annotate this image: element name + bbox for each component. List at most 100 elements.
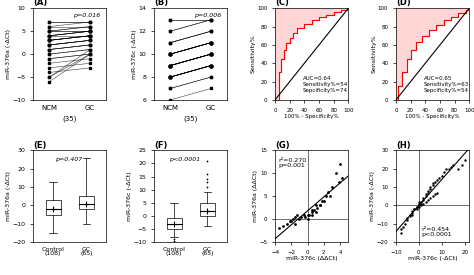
Bar <box>46 200 61 214</box>
Point <box>297 214 305 219</box>
Point <box>410 207 418 211</box>
Text: p=0.006: p=0.006 <box>194 13 222 18</box>
Point <box>443 166 450 171</box>
Text: (E): (E) <box>33 141 46 150</box>
Point <box>327 194 334 198</box>
Point <box>447 165 455 169</box>
Text: p=0.407: p=0.407 <box>55 157 82 162</box>
Text: (H): (H) <box>396 141 410 150</box>
Point <box>296 217 303 221</box>
Y-axis label: Sensitivity%: Sensitivity% <box>372 35 376 73</box>
Point <box>431 179 439 184</box>
Point <box>335 180 342 185</box>
Point <box>449 163 457 167</box>
Point <box>424 190 432 195</box>
Point <box>292 214 299 219</box>
Y-axis label: miR-376a (-ΔCt): miR-376a (-ΔCt) <box>370 171 375 221</box>
Point <box>308 210 316 214</box>
Point <box>312 210 319 214</box>
Y-axis label: miR-376a (ΔΔCt): miR-376a (ΔΔCt) <box>253 170 258 222</box>
Point <box>316 203 324 208</box>
X-axis label: miR-376c (ΔΔCt): miR-376c (ΔΔCt) <box>286 256 337 261</box>
Point <box>397 231 404 235</box>
Point <box>415 201 423 206</box>
Bar <box>166 218 182 229</box>
Point <box>406 212 413 217</box>
Point <box>429 181 437 186</box>
Point <box>293 212 301 217</box>
Point <box>427 185 434 189</box>
Point <box>312 203 319 208</box>
Text: (35): (35) <box>183 115 198 122</box>
Point <box>337 162 344 166</box>
Point <box>429 194 437 198</box>
Point <box>419 201 427 206</box>
Point <box>429 183 437 187</box>
Point <box>438 174 446 178</box>
Text: (B): (B) <box>154 0 168 7</box>
Point <box>289 217 297 221</box>
X-axis label: 100% - Specificity%: 100% - Specificity% <box>284 114 339 119</box>
Point <box>399 225 407 230</box>
Point <box>415 203 423 208</box>
Y-axis label: miR-376c (-ΔCt): miR-376c (-ΔCt) <box>127 171 132 221</box>
Point <box>288 219 295 224</box>
Point <box>419 198 427 202</box>
Point <box>410 207 418 211</box>
Point <box>436 176 443 180</box>
Point <box>308 212 316 217</box>
Point <box>275 226 283 230</box>
Text: (35): (35) <box>63 115 77 122</box>
Point <box>408 209 416 213</box>
Point <box>418 203 425 208</box>
Text: (A): (A) <box>33 0 47 7</box>
Text: AUC=0.64
Sensitivity%=54
Sepcificity%=74: AUC=0.64 Sensitivity%=54 Sepcificity%=74 <box>303 76 348 93</box>
Text: AUC=0.65
Sensitivity%=63
Sepcificity%=54: AUC=0.65 Sensitivity%=63 Sepcificity%=54 <box>424 76 469 93</box>
Point <box>397 227 404 231</box>
Point <box>415 205 423 209</box>
Point <box>328 185 336 189</box>
Text: p<0.0001: p<0.0001 <box>169 157 200 162</box>
Point <box>445 166 453 171</box>
Point <box>419 196 427 200</box>
Point <box>408 210 416 215</box>
Point <box>418 201 425 206</box>
Text: (G): (G) <box>275 141 290 150</box>
Point <box>422 199 429 204</box>
Point <box>459 163 466 167</box>
Point <box>433 177 441 182</box>
Point <box>413 205 420 209</box>
Text: (C): (C) <box>275 0 289 7</box>
Point <box>422 194 429 198</box>
Point <box>413 205 420 209</box>
Point <box>427 187 434 191</box>
Point <box>314 205 321 210</box>
Point <box>401 221 409 226</box>
Point <box>427 196 434 200</box>
Text: r²=0.454
p<0.0001: r²=0.454 p<0.0001 <box>421 227 452 237</box>
Point <box>413 207 420 211</box>
Point <box>408 212 416 217</box>
Point <box>404 216 411 220</box>
Point <box>304 212 311 217</box>
Point <box>304 217 311 221</box>
Text: (F): (F) <box>154 141 167 150</box>
Point <box>300 212 307 217</box>
Y-axis label: miR-376c (-ΔCt): miR-376c (-ΔCt) <box>132 29 137 79</box>
Text: (D): (D) <box>396 0 410 7</box>
X-axis label: 100% - Specificity%: 100% - Specificity% <box>405 114 460 119</box>
X-axis label: miR-376c (-ΔCt): miR-376c (-ΔCt) <box>408 256 457 261</box>
Point <box>422 192 429 197</box>
Bar <box>200 203 215 216</box>
Point <box>310 208 318 212</box>
Point <box>316 203 324 208</box>
Point <box>418 199 425 204</box>
Point <box>301 214 309 219</box>
Point <box>338 176 346 180</box>
Point <box>424 188 432 193</box>
Point <box>286 219 293 224</box>
Y-axis label: Sensitivity%: Sensitivity% <box>251 35 255 73</box>
Point <box>279 224 287 228</box>
Point <box>322 194 329 198</box>
Y-axis label: miR-376a (-ΔCt): miR-376a (-ΔCt) <box>6 29 11 79</box>
